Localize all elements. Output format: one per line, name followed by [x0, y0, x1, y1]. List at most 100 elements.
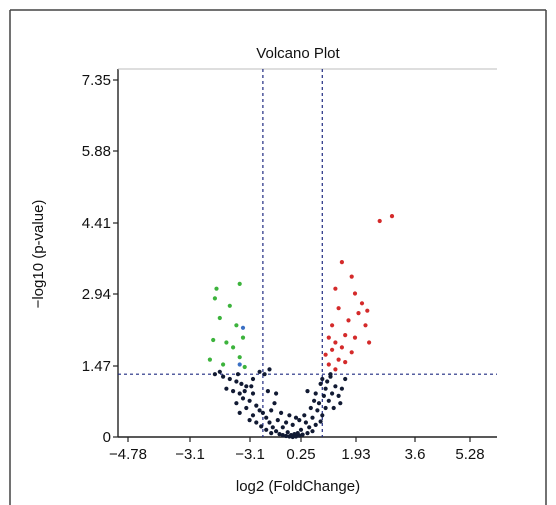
- y-axis-label: −log10 (p-value): [30, 200, 47, 309]
- data-point: [279, 410, 284, 415]
- data-point: [352, 291, 358, 296]
- data-point: [221, 362, 226, 367]
- data-point: [339, 386, 344, 391]
- data-point: [333, 286, 338, 291]
- data-point: [234, 401, 239, 406]
- data-point: [343, 333, 348, 338]
- x-tick-label: 1.93: [341, 446, 370, 463]
- x-tick-label: −4.78: [109, 446, 147, 463]
- data-point: [250, 376, 256, 382]
- data-point: [265, 389, 270, 394]
- data-point: [240, 396, 246, 401]
- data-point: [211, 337, 216, 343]
- data-point: [330, 323, 335, 328]
- data-point: [212, 372, 217, 377]
- data-point: [270, 425, 275, 430]
- data-point: [289, 433, 294, 438]
- data-point: [363, 323, 368, 328]
- data-point: [312, 398, 317, 403]
- chart-title: Volcano Plot: [256, 45, 340, 62]
- data-point: [318, 419, 323, 424]
- data-point: [303, 420, 308, 425]
- x-tick-label: 5.28: [455, 446, 484, 463]
- data-point: [275, 418, 280, 423]
- data-point: [274, 429, 279, 434]
- data-point: [356, 311, 361, 316]
- data-point: [254, 420, 259, 425]
- data-point: [308, 405, 313, 411]
- data-point: [343, 360, 348, 365]
- data-point: [207, 357, 212, 362]
- data-point: [212, 296, 217, 301]
- data-point: [343, 376, 348, 382]
- x-tick-label: 3.6: [405, 446, 426, 463]
- data-point: [217, 315, 222, 321]
- data-point: [247, 398, 252, 403]
- data-point: [227, 376, 232, 382]
- data-point: [250, 413, 256, 418]
- data-point: [310, 429, 315, 434]
- data-point: [237, 362, 242, 367]
- y-tick-label: 0: [103, 429, 111, 446]
- data-point: [227, 303, 232, 308]
- data-point: [320, 376, 325, 382]
- data-point: [321, 393, 326, 398]
- data-point: [237, 391, 242, 396]
- data-point: [260, 410, 265, 415]
- data-point: [280, 425, 285, 430]
- data-point: [231, 389, 236, 394]
- data-point: [262, 372, 267, 377]
- data-point: [326, 398, 331, 403]
- data-point: [264, 415, 269, 420]
- data-point: [231, 345, 236, 350]
- data-point: [305, 389, 310, 394]
- data-point: [323, 405, 328, 411]
- data-point: [285, 430, 290, 435]
- data-point: [237, 281, 242, 286]
- data-point: [315, 408, 320, 413]
- y-tick-label: 5.88: [82, 143, 111, 160]
- y-tick-label: 4.41: [82, 215, 111, 232]
- data-point: [377, 218, 382, 224]
- data-point: [300, 432, 305, 437]
- data-point: [237, 410, 242, 415]
- x-ticks: −4.78 −3.1 −3.1 0.25 1.93 3.6 5.28: [109, 437, 485, 463]
- data-point: [295, 431, 300, 436]
- data-point: [259, 424, 264, 429]
- data-point: [249, 384, 254, 389]
- data-point: [313, 422, 318, 427]
- data-point: [307, 425, 312, 430]
- data-point: [257, 408, 262, 413]
- data-point: [328, 372, 333, 377]
- data-point: [264, 427, 269, 432]
- data-point: [326, 362, 331, 367]
- data-point: [269, 408, 274, 413]
- data-point: [267, 420, 272, 425]
- data-point: [247, 418, 252, 423]
- data-point: [297, 418, 302, 423]
- data-point: [221, 374, 226, 379]
- data-point: [234, 379, 239, 384]
- data-point: [323, 352, 328, 357]
- data-point: [284, 420, 289, 425]
- data-point: [274, 391, 279, 396]
- data-point: [257, 369, 262, 374]
- data-point: [323, 386, 328, 391]
- data-point: [290, 422, 295, 427]
- data-point: [330, 391, 335, 396]
- data-point: [331, 405, 336, 411]
- data-point: [240, 335, 246, 340]
- data-point: [269, 431, 274, 436]
- data-point: [267, 367, 272, 372]
- data-point: [224, 386, 229, 391]
- x-axis-label: log2 (FoldChange): [236, 478, 360, 495]
- data-point: [359, 301, 365, 306]
- y-tick-label: 2.94: [82, 286, 111, 303]
- data-point: [325, 379, 330, 384]
- data-point: [284, 433, 289, 439]
- data-point: [389, 214, 395, 219]
- data-point: [272, 401, 277, 406]
- data-point: [333, 340, 338, 345]
